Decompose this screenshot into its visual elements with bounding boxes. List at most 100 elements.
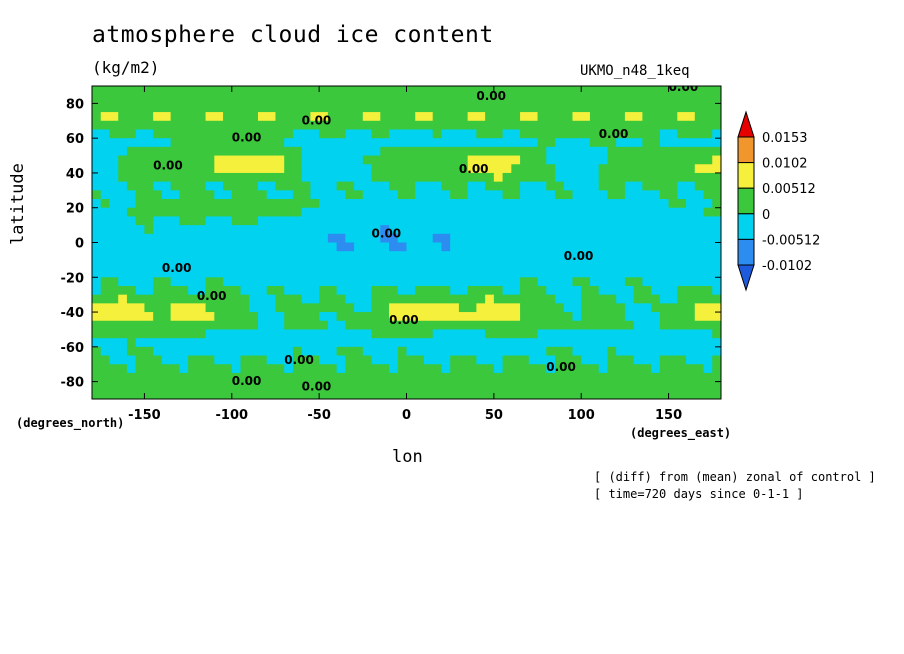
contour-label: 0.00 (546, 360, 576, 374)
y-tick-label: -80 (61, 376, 85, 391)
field-cell (397, 355, 425, 365)
field-cell (92, 225, 146, 235)
field-cell (712, 355, 721, 365)
field-cell (659, 138, 721, 148)
field-cell (546, 146, 609, 157)
field-cell (450, 190, 469, 200)
field-cell (389, 242, 408, 252)
field-cell (572, 312, 582, 322)
field-cell (100, 112, 119, 122)
chart-title: atmosphere cloud ice content (92, 22, 494, 48)
field-cell (345, 294, 373, 304)
field-cell (126, 294, 250, 304)
field-cell (555, 294, 582, 304)
field-cell (415, 112, 434, 122)
field-cell (668, 199, 687, 209)
field-cell (677, 285, 713, 296)
field-cell (135, 199, 320, 209)
field-cell (301, 346, 338, 357)
field-cell (354, 303, 373, 313)
field-cell (126, 364, 137, 374)
field-cell (703, 190, 721, 200)
field-cell (100, 190, 137, 200)
field-cell (555, 172, 600, 183)
field-cell (642, 181, 678, 191)
field-cell (389, 303, 460, 313)
field-cell (179, 364, 189, 374)
field-cell (214, 355, 242, 365)
field-cell (450, 355, 477, 365)
field-cell (624, 112, 643, 122)
field-cell (598, 364, 609, 374)
y-tick-label: -40 (61, 306, 85, 321)
x-tick-label: -150 (128, 408, 161, 423)
field-cell (502, 355, 530, 365)
field-cell (712, 285, 721, 296)
y-tick-label: 20 (66, 202, 84, 217)
field-cell (188, 355, 215, 365)
contour-field: 0.00 0.00 0.00 0.00 0.00 0.00 0.00 0.00 0.00 0.00… (92, 80, 721, 399)
field-cell (92, 338, 128, 348)
field-cell (336, 364, 346, 374)
field-cell (607, 346, 617, 357)
contour-label: 0.00 (669, 80, 699, 94)
field-cell (118, 277, 154, 287)
field-cell (572, 346, 609, 357)
field-cell (92, 138, 172, 148)
field-cell (240, 355, 268, 365)
colorbar-label: -0.0102 (762, 259, 812, 274)
x-tick-label: 150 (655, 408, 682, 423)
field-cell (92, 303, 146, 313)
field-cell (624, 181, 643, 191)
colorbar-segment (737, 213, 755, 240)
field-cell (607, 190, 626, 200)
field-cell (520, 277, 539, 287)
field-cell (651, 364, 661, 374)
field-cell (441, 181, 469, 191)
field-cell (712, 155, 721, 165)
field-cell (642, 112, 678, 122)
field-cell (537, 329, 713, 339)
x-tick-label: 50 (485, 408, 503, 423)
field-cell (694, 112, 721, 122)
field-cell (589, 112, 626, 122)
contour-label: 0.00 (153, 158, 183, 172)
field-cell (179, 216, 207, 226)
field-cell (118, 164, 215, 174)
field-cell (598, 164, 696, 174)
field-cell (100, 346, 128, 357)
field-cell (633, 355, 661, 365)
field-cell (135, 129, 154, 139)
colorbar-label: 0.00512 (762, 182, 816, 197)
field-cell (161, 355, 189, 365)
field-cell (188, 364, 233, 374)
field-cell (319, 294, 346, 304)
field-cell (170, 181, 207, 191)
colorbar-label: -0.00512 (762, 233, 820, 248)
field-cell (135, 355, 163, 365)
field-cell (223, 112, 259, 122)
field-cell (92, 120, 721, 131)
field-cell (319, 312, 338, 322)
field-cell (441, 129, 477, 139)
y-tick-label: -20 (61, 271, 85, 286)
field-cell (319, 285, 338, 296)
field-cell (616, 294, 635, 304)
field-cell (161, 190, 180, 200)
field-cell (92, 129, 111, 139)
field-cell (485, 112, 521, 122)
field-cell (502, 129, 521, 139)
field-cell (275, 181, 311, 191)
field-cell (170, 277, 207, 287)
contour-label: 0.00 (232, 374, 262, 388)
field-cell (371, 294, 486, 304)
field-cell (126, 146, 303, 157)
field-cell (607, 364, 652, 374)
field-cell (92, 312, 154, 322)
field-cell (284, 155, 303, 165)
field-cell (275, 112, 311, 122)
field-cell (301, 155, 364, 165)
field-cell (520, 129, 661, 139)
field-cell (651, 285, 678, 296)
field-cell (92, 364, 128, 374)
